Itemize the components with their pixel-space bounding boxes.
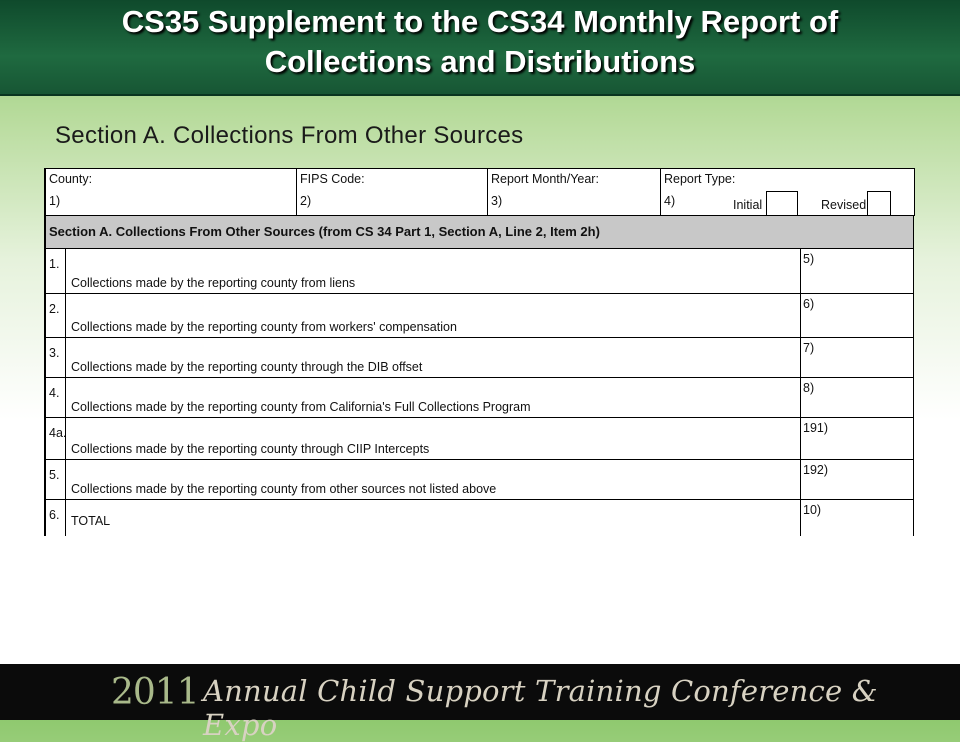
section-heading: Section A. Collections From Other Source… [55,122,524,149]
line-description: Collections made by the reporting county… [71,482,497,496]
footer-tagline: Annual Child Support Training Conference… [203,674,878,742]
amount-cell[interactable]: 5) [800,249,914,293]
line-row: 2. Collections made by the reporting cou… [44,294,914,338]
conference-footer: 2011 Annual Child Support Training Confe… [0,664,960,742]
item-number: 191) [803,421,829,435]
item-number: 8) [803,381,815,395]
slide-title-line2: Collections and Distributions [264,44,696,79]
revised-checkbox[interactable] [867,191,891,216]
line-number: 1. [46,249,66,293]
line-description: Collections made by the reporting county… [71,276,356,290]
line-description: Collections made by the reporting county… [71,360,423,374]
slide-title-line1: CS35 Supplement to the CS34 Monthly Repo… [121,4,839,39]
line-number: 3. [46,338,66,377]
footer-year: 2011 [111,672,200,713]
revised-label: Revised [821,198,867,212]
line-number: 2. [46,294,66,337]
section-bar: Section A. Collections From Other Source… [44,215,914,249]
amount-cell[interactable]: 6) [800,294,914,337]
line-row: 1. Collections made by the reporting cou… [44,249,914,294]
report-type-label: Report Type: [664,172,736,186]
county-cell: County: 1) [46,169,297,215]
line-description: Collections made by the reporting county… [71,400,531,414]
line-row: 6. TOTAL 10) [44,500,914,536]
amount-cell[interactable]: 191) [800,418,914,459]
amount-cell[interactable]: 192) [800,460,914,499]
item-number: 6) [803,297,815,311]
line-row: 3. Collections made by the reporting cou… [44,338,914,378]
line-row: 5. Collections made by the reporting cou… [44,460,914,500]
county-number: 1) [49,194,61,208]
line-row: 4a. Collections made by the reporting co… [44,418,914,460]
line-row: 4. Collections made by the reporting cou… [44,378,914,418]
report-type-cell: Report Type: 4) Initial Revised [661,169,914,216]
line-description: TOTAL [71,514,111,528]
line-number: 4. [46,378,66,417]
amount-cell[interactable]: 7) [800,338,914,377]
slide-title: CS35 Supplement to the CS34 Monthly Repo… [40,2,920,82]
fips-label: FIPS Code: [300,172,365,186]
item-number: 7) [803,341,815,355]
amount-cell[interactable]: 10) [800,500,914,536]
report-month-number: 3) [491,194,503,208]
slide-header: CS35 Supplement to the CS34 Monthly Repo… [0,0,960,96]
line-number: 4a. [46,418,66,459]
initial-label: Initial [733,198,763,212]
line-number: 6. [46,500,66,536]
fips-cell: FIPS Code: 2) [297,169,488,215]
county-label: County: [49,172,93,186]
line-number: 5. [46,460,66,499]
form-header-row: County: 1) FIPS Code: 2) Report Month/Ye… [44,168,915,216]
item-number: 10) [803,503,822,517]
fips-number: 2) [300,194,312,208]
line-description: Collections made by the reporting county… [71,320,457,334]
report-month-cell: Report Month/Year: 3) [488,169,661,215]
initial-checkbox[interactable] [766,191,798,216]
line-description: Collections made by the reporting county… [71,442,430,456]
report-type-number: 4) [664,194,676,208]
item-number: 5) [803,252,815,266]
amount-cell[interactable]: 8) [800,378,914,417]
cs35-form: County: 1) FIPS Code: 2) Report Month/Ye… [44,168,915,536]
item-number: 192) [803,463,829,477]
report-month-label: Report Month/Year: [491,172,599,186]
